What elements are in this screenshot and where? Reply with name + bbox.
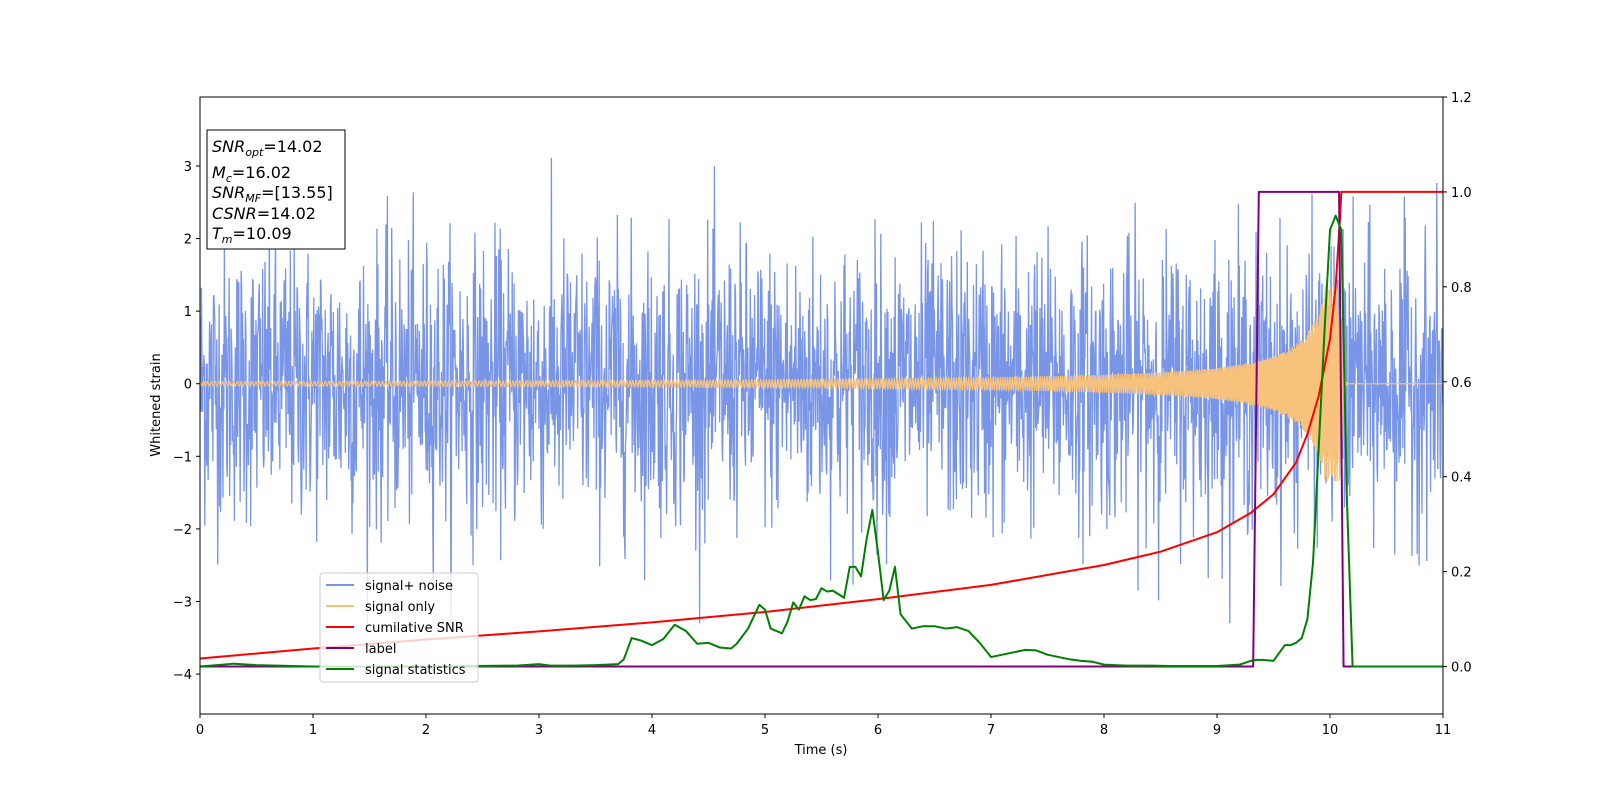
x-tick-label: 1 [309,723,317,738]
y-right-tick-label: 1.0 [1451,186,1472,201]
legend-label-snr: cumilative SNR [365,621,464,636]
series-cumulative-snr [200,190,1443,660]
series-signal-only [200,285,1443,482]
x-tick-label: 10 [1322,723,1339,738]
x-tick-label: 11 [1435,723,1452,738]
series-signal-statistics [200,214,1443,668]
y-axis-right: 0.0 0.2 0.4 0.6 0.8 1.0 1.2 [1443,91,1472,676]
y-right-tick-label: 0.2 [1451,566,1472,581]
plot-frame [199,96,1444,715]
y-axis-label: Whitened strain [149,353,164,456]
y-left-tick-label: −1 [173,450,192,465]
legend-label-stat: signal statistics [365,663,466,678]
x-tick-label: 2 [422,723,430,738]
legend-label-signal: signal only [365,600,435,615]
info-snr-mf: SNRMF=[13.55] [212,183,333,205]
series-layer [200,157,1443,668]
y-left-tick-label: −3 [173,595,192,610]
x-axis-label: Time (s) [794,743,848,758]
legend-label-label: label [365,642,396,657]
y-left-tick-label: 0 [184,378,192,393]
y-right-tick-label: 0.0 [1451,661,1472,676]
info-box: SNRopt=14.02 Mc=16.02 SNRMF=[13.55] CSNR… [206,129,346,250]
legend: signal+ noise signal only cumilative SNR… [319,572,479,683]
y-left-tick-label: −2 [173,523,192,538]
x-tick-label: 0 [196,723,204,738]
x-axis: 0 1 2 3 4 5 6 7 8 9 10 11 [196,714,1451,738]
y-axis-left: −4 −3 −2 −1 0 1 2 3 [173,160,200,683]
info-mc: Mc=16.02 [212,163,291,185]
legend-label-noise: signal+ noise [365,579,453,594]
info-snr-opt: SNRopt=14.02 [212,137,323,159]
y-left-tick-label: −4 [173,668,192,683]
legend-frame [319,572,479,683]
x-tick-label: 3 [535,723,543,738]
info-tm: Tm=10.09 [212,224,292,246]
y-left-tick-label: 2 [184,233,192,248]
x-tick-label: 8 [1100,723,1108,738]
series-signal-noise [200,157,1443,624]
x-tick-label: 9 [1213,723,1221,738]
y-right-tick-label: 0.4 [1451,471,1472,486]
y-right-tick-label: 0.6 [1451,376,1472,391]
y-left-tick-label: 1 [184,305,192,320]
x-tick-label: 5 [761,723,769,738]
info-csnr: CSNR=14.02 [212,204,316,223]
x-tick-label: 7 [987,723,995,738]
y-left-tick-label: 3 [184,160,192,175]
x-tick-label: 4 [648,723,656,738]
y-right-tick-label: 0.8 [1451,281,1472,296]
x-tick-label: 6 [874,723,882,738]
y-right-tick-label: 1.2 [1451,91,1472,106]
